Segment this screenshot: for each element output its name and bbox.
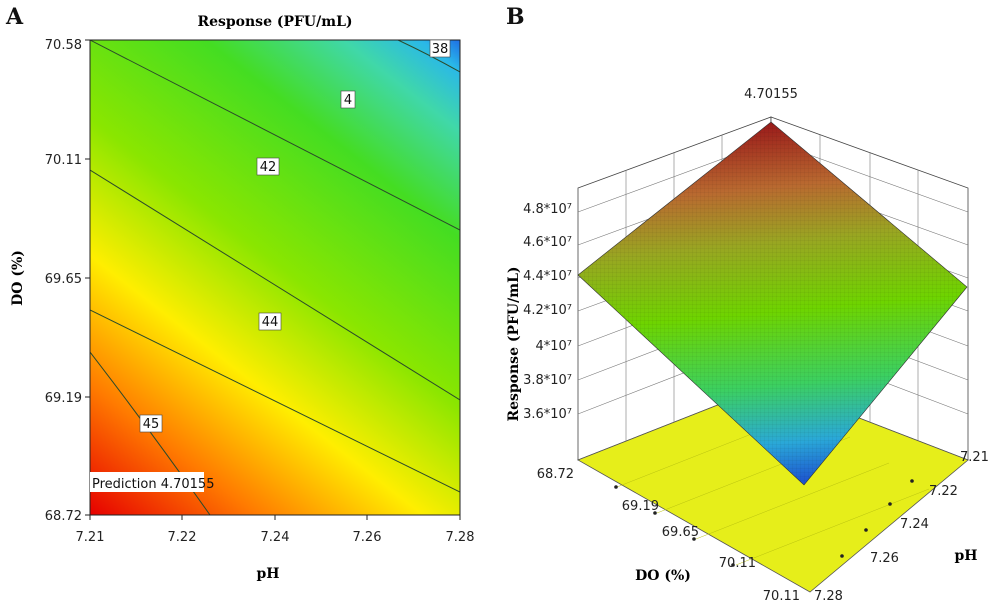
z-tick-label: 3.6*10⁷ — [523, 407, 572, 422]
svg-text:4: 4 — [344, 93, 352, 108]
surface-z-axis-label: Response (PFU/mL) — [506, 266, 522, 421]
contour-label-45: 45 — [139, 414, 163, 433]
contour-y-axis-label: DO (%) — [10, 250, 26, 306]
z-tick-label: 3.8*10⁷ — [523, 373, 572, 388]
svg-text:45: 45 — [143, 417, 160, 432]
surface-do-ticks: 68.72 69.19 69.65 70.11 70.11 — [537, 467, 800, 604]
contour-x-ticks: 7.21 7.22 7.24 7.26 7.28 — [76, 515, 475, 545]
do-tick-label: 69.65 — [662, 525, 699, 540]
contour-label-4: 4 — [340, 90, 356, 109]
z-tick-label: 4.2*10⁷ — [523, 303, 572, 318]
y-tick-label: 69.19 — [45, 391, 82, 406]
contour-line — [397, 40, 460, 73]
contour-plot: 38 4 42 44 45 Prediction 4.70155 Respons… — [10, 14, 474, 582]
surface-z-ticks: 4.8*10⁷ 4.6*10⁷ 4.4*10⁷ 4.2*10⁷ 4*10⁷ 3.… — [523, 202, 572, 422]
contour-x-axis-label: pH — [256, 566, 279, 582]
x-tick-label: 7.24 — [261, 530, 290, 545]
do-tick-label: 68.72 — [537, 467, 574, 482]
svg-text:Prediction 4.70155: Prediction 4.70155 — [92, 477, 214, 492]
surface-plot: 4.70155 4.8*10⁷ 4.6*10⁷ 4.4*10⁷ 4.2*10⁷ … — [506, 87, 989, 604]
y-tick-label: 69.65 — [45, 272, 82, 287]
x-tick-label: 7.21 — [76, 530, 105, 545]
surface-floor — [577, 383, 969, 593]
y-tick-label: 68.72 — [45, 509, 82, 524]
z-tick-label: 4*10⁷ — [535, 339, 572, 354]
x-tick-label: 7.28 — [446, 530, 475, 545]
z-tick-label: 4.6*10⁷ — [523, 235, 572, 250]
contour-lines — [90, 40, 460, 515]
contour-line — [90, 40, 460, 231]
svg-text:42: 42 — [260, 160, 277, 175]
ph-tick-label: 7.28 — [814, 589, 843, 604]
surface-mesh — [578, 122, 967, 485]
contour-title: Response (PFU/mL) — [197, 14, 352, 30]
contour-y-ticks: 68.72 69.19 69.65 70.11 70.58 — [45, 38, 90, 524]
ph-tick-label: 7.26 — [870, 551, 899, 566]
peak-value-label: 4.70155 — [744, 87, 798, 102]
y-tick-label: 70.11 — [45, 153, 82, 168]
surface-ph-ticks: 7.21 7.22 7.24 7.26 7.28 — [814, 450, 989, 604]
surface-ph-axis-label: pH — [954, 548, 977, 564]
y-tick-label: 70.58 — [45, 38, 82, 53]
panel-a-letter: A — [6, 4, 24, 30]
x-tick-label: 7.26 — [353, 530, 382, 545]
svg-text:44: 44 — [262, 315, 279, 330]
ph-tick-label: 7.24 — [900, 517, 929, 532]
ph-tick-label: 7.22 — [929, 484, 958, 499]
contour-color-field — [90, 40, 460, 515]
panel-b-letter: B — [506, 4, 525, 30]
ph-tick-label: 7.21 — [960, 450, 989, 465]
z-tick-label: 4.4*10⁷ — [523, 269, 572, 284]
do-tick-label: 70.11 — [719, 556, 756, 571]
contour-label-38: 38 — [429, 39, 451, 58]
x-tick-label: 7.22 — [168, 530, 197, 545]
do-tick-label: 70.11 — [763, 589, 800, 604]
svg-text:38: 38 — [432, 42, 449, 57]
contour-line — [90, 169, 460, 401]
surface-do-axis-label: DO (%) — [635, 568, 691, 584]
z-tick-label: 4.8*10⁷ — [523, 202, 572, 217]
prediction-label: Prediction 4.70155 — [90, 472, 214, 492]
contour-label-44: 44 — [258, 312, 282, 331]
contour-label-42: 42 — [256, 157, 280, 176]
do-tick-label: 69.19 — [622, 499, 659, 514]
contour-line — [90, 309, 460, 493]
